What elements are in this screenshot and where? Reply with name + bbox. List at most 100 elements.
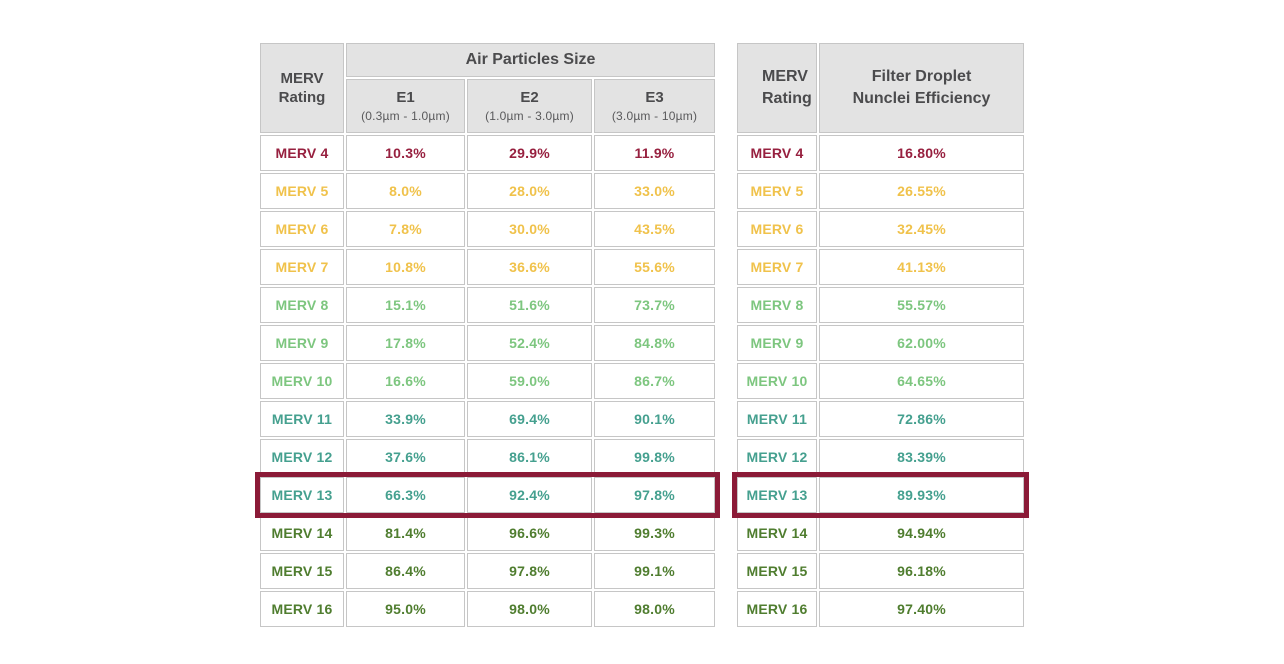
column-label: E3 [645,88,664,106]
efficiency-value-cell: 26.55% [819,173,1024,209]
column-header-e1: E1 (0.3µm - 1.0µm) [346,79,465,133]
table-row: MERV 8 55.57% [737,287,1024,323]
efficiency-value-cell: 99.1% [594,553,716,589]
efficiency-value-cell: 81.4% [346,515,465,551]
efficiency-value-cell: 86.4% [346,553,465,589]
header-row: MERV Rating Filter Droplet Nunclei Effic… [737,43,1024,133]
table-row-highlighted: MERV 13 66.3% 92.4% 97.8% [260,477,716,513]
merv-rating-cell: MERV 12 [260,439,344,475]
efficiency-value-cell: 62.00% [819,325,1024,361]
merv-rating-header: MERV Rating [260,43,344,133]
efficiency-value-cell: 96.6% [467,515,592,551]
merv-rating-cell: MERV 11 [737,401,817,437]
efficiency-value-cell: 16.80% [819,135,1024,171]
efficiency-value-cell: 97.8% [467,553,592,589]
table-row: MERV 9 62.00% [737,325,1024,361]
column-header-e3: E3 (3.0µm - 10µm) [594,79,716,133]
table-row: MERV 5 8.0% 28.0% 33.0% [260,173,716,209]
merv-rating-cell: MERV 13 [737,477,817,513]
merv-rating-cell: MERV 8 [260,287,344,323]
merv-rating-cell: MERV 6 [260,211,344,247]
efficiency-value-cell: 97.40% [819,591,1024,627]
efficiency-value-cell: 10.8% [346,249,465,285]
table-row: MERV 15 96.18% [737,553,1024,589]
column-size-range: (0.3µm - 1.0µm) [361,108,450,123]
efficiency-value-cell: 55.6% [594,249,716,285]
efficiency-value-cell: 99.8% [594,439,716,475]
efficiency-value-cell: 52.4% [467,325,592,361]
efficiency-value-cell: 99.3% [594,515,716,551]
efficiency-value-cell: 90.1% [594,401,716,437]
efficiency-value-cell: 32.45% [819,211,1024,247]
efficiency-value-cell: 98.0% [594,591,716,627]
merv-rating-cell: MERV 4 [260,135,344,171]
merv-rating-cell: MERV 15 [260,553,344,589]
table-row: MERV 12 37.6% 86.1% 99.8% [260,439,716,475]
merv-rating-cell: MERV 16 [737,591,817,627]
column-size-range: (1.0µm - 3.0µm) [485,108,574,123]
merv-rating-cell: MERV 7 [260,249,344,285]
merv-rating-cell: MERV 10 [737,363,817,399]
merv-rating-cell: MERV 15 [737,553,817,589]
table-row: MERV 10 64.65% [737,363,1024,399]
efficiency-value-cell: 33.9% [346,401,465,437]
table-row: MERV 11 33.9% 69.4% 90.1% [260,401,716,437]
table-row: MERV 4 16.80% [737,135,1024,171]
table-row: MERV 8 15.1% 51.6% 73.7% [260,287,716,323]
table-row: MERV 5 26.55% [737,173,1024,209]
efficiency-value-cell: 11.9% [594,135,716,171]
column-label: E2 [520,88,539,106]
air-particles-size-table: MERV Rating Air Particles Size E1 (0.3µm … [258,41,717,629]
efficiency-value-cell: 64.65% [819,363,1024,399]
table-row: MERV 9 17.8% 52.4% 84.8% [260,325,716,361]
merv-rating-cell: MERV 10 [260,363,344,399]
air-particles-size-header: Air Particles Size [346,43,716,77]
efficiency-value-cell: 95.0% [346,591,465,627]
efficiency-value-cell: 89.93% [819,477,1024,513]
merv-rating-cell: MERV 16 [260,591,344,627]
table-row: MERV 14 81.4% 96.6% 99.3% [260,515,716,551]
filter-droplet-nunclei-efficiency-header: Filter Droplet Nunclei Efficiency [819,43,1024,133]
merv-rating-cell: MERV 8 [737,287,817,323]
table-row: MERV 6 32.45% [737,211,1024,247]
efficiency-value-cell: 37.6% [346,439,465,475]
table-row: MERV 7 41.13% [737,249,1024,285]
merv-rating-cell: MERV 13 [260,477,344,513]
efficiency-value-cell: 51.6% [467,287,592,323]
table-row: MERV 14 94.94% [737,515,1024,551]
merv-rating-cell: MERV 4 [737,135,817,171]
table-row-highlighted: MERV 13 89.93% [737,477,1024,513]
efficiency-value-cell: 73.7% [594,287,716,323]
air-particles-size-table-wrap: MERV Rating Air Particles Size E1 (0.3µm … [255,41,720,629]
table-row: MERV 7 10.8% 36.6% 55.6% [260,249,716,285]
efficiency-value-cell: 33.0% [594,173,716,209]
efficiency-value-cell: 94.94% [819,515,1024,551]
table-row: MERV 11 72.86% [737,401,1024,437]
efficiency-value-cell: 7.8% [346,211,465,247]
droplet-nuclei-table-wrap: MERV Rating Filter Droplet Nunclei Effic… [732,41,1029,629]
efficiency-value-cell: 8.0% [346,173,465,209]
merv-rating-cell: MERV 12 [737,439,817,475]
table-row: MERV 16 97.40% [737,591,1024,627]
merv-rating-cell: MERV 6 [737,211,817,247]
efficiency-value-cell: 55.57% [819,287,1024,323]
merv-rating-cell: MERV 9 [737,325,817,361]
efficiency-value-cell: 59.0% [467,363,592,399]
efficiency-value-cell: 96.18% [819,553,1024,589]
table-row: MERV 12 83.39% [737,439,1024,475]
efficiency-value-cell: 84.8% [594,325,716,361]
merv-rating-cell: MERV 14 [260,515,344,551]
merv-rating-cell: MERV 14 [737,515,817,551]
filter-droplet-nunclei-table: MERV Rating Filter Droplet Nunclei Effic… [735,41,1026,629]
efficiency-value-cell: 86.7% [594,363,716,399]
efficiency-value-cell: 98.0% [467,591,592,627]
efficiency-value-cell: 17.8% [346,325,465,361]
table-row: MERV 15 86.4% 97.8% 99.1% [260,553,716,589]
table-row: MERV 4 10.3% 29.9% 11.9% [260,135,716,171]
efficiency-value-cell: 30.0% [467,211,592,247]
efficiency-value-cell: 92.4% [467,477,592,513]
table-row: MERV 16 95.0% 98.0% 98.0% [260,591,716,627]
merv-rating-cell: MERV 11 [260,401,344,437]
group-header-row: MERV Rating Air Particles Size [260,43,716,133]
